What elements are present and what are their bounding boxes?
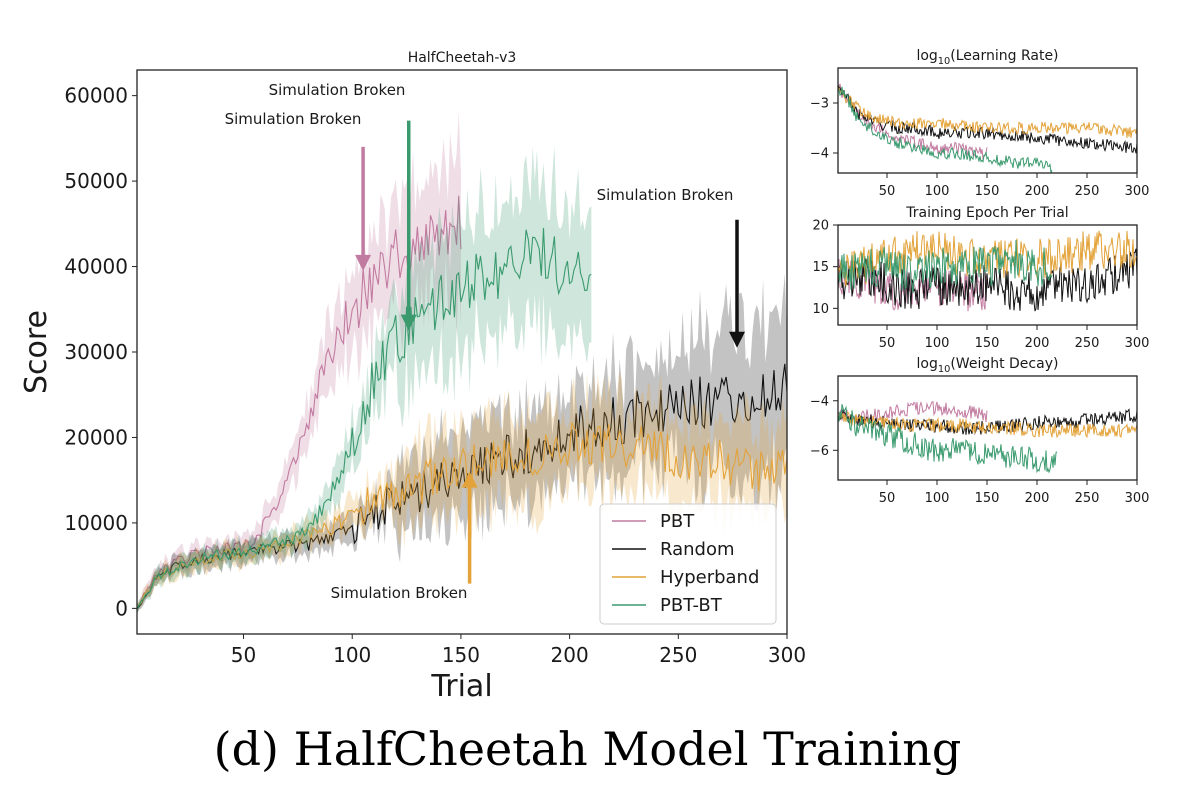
series-line-pbt-bt	[838, 86, 1053, 173]
series-line-hyperband	[137, 422, 787, 610]
y-tick-label: −4	[810, 394, 829, 409]
x-tick-label: 100	[333, 643, 371, 667]
annotation-arrowhead-hyperband	[461, 471, 478, 488]
y-tick-label: 0	[115, 596, 128, 620]
x-tick-label: 300	[1125, 491, 1150, 506]
x-tick-label: 50	[231, 643, 256, 667]
x-tick-label: 150	[975, 491, 1000, 506]
x-tick-label: 200	[1025, 491, 1050, 506]
y-tick-label: 10	[812, 302, 829, 317]
legend: PBT Random Hyperband PBT-BT	[599, 503, 777, 625]
legend-label-hyperband: Hyperband	[660, 567, 759, 588]
series-line-hyperband	[838, 86, 1137, 138]
series-line-hyperband	[838, 411, 1137, 439]
series-line-pbt-bt	[838, 404, 1058, 474]
x-tick-label: 100	[925, 491, 950, 506]
x-tick-label: 250	[659, 643, 697, 667]
annotation-label-random: Simulation Broken	[597, 186, 734, 204]
x-tick-label: 250	[1075, 184, 1100, 199]
annotation-arrowhead-pbt-bt	[400, 314, 417, 331]
chart-title: Training Epoch Per Trial	[905, 205, 1068, 221]
annotation-label-pbt: Simulation Broken	[225, 110, 362, 128]
chart-title-subscript: 10	[938, 364, 950, 375]
series-line-random	[838, 248, 1137, 312]
chart-title-subscript: 10	[938, 56, 950, 67]
series-line-pbt	[838, 400, 988, 424]
x-tick-label: 50	[879, 184, 896, 199]
main-chart: 50 100 150 200 250 300 0 10000 20000 30000 40000 50…	[19, 50, 806, 704]
legend-box	[599, 503, 777, 625]
x-tick-label: 200	[551, 643, 589, 667]
y-tick-label: −3	[810, 97, 829, 112]
annotation-arrowhead-random	[729, 331, 745, 348]
x-tick-label: 50	[879, 491, 896, 506]
x-tick-label: 100	[925, 184, 950, 199]
series-line-pbt-bt	[137, 227, 592, 610]
series-line-pbt-bt	[838, 239, 1053, 294]
x-tick-label: 100	[925, 336, 950, 351]
x-axis-label: Trial	[430, 669, 492, 704]
annotation-arrowhead-pbt	[355, 254, 372, 271]
x-tick-label: 200	[1025, 184, 1050, 199]
y-tick-label: 15	[812, 260, 829, 275]
series-group	[838, 230, 1137, 312]
y-tick-label: 40000	[64, 255, 128, 279]
legend-label-pbt-bt: PBT-BT	[660, 595, 723, 616]
x-tick-label: 250	[1075, 491, 1100, 506]
x-tick-label: 150	[442, 643, 480, 667]
x-tick-label: 300	[1125, 184, 1150, 199]
x-tick-label: 200	[1025, 336, 1050, 351]
chart-title-rest: (Learning Rate)	[950, 48, 1058, 64]
y-tick-label: −4	[810, 147, 829, 162]
y-tick-label: 60000	[64, 84, 128, 108]
training-epoch-chart: 50 100 150 200 250 300 10 15 20 Training Epoch Pe…	[812, 205, 1149, 351]
x-tick-label: 250	[1075, 336, 1100, 351]
series-line-pbt	[137, 195, 462, 610]
chart-title-base: log	[917, 356, 938, 372]
series-line-random	[838, 85, 1137, 154]
x-tick-label: 150	[975, 336, 1000, 351]
legend-label-pbt: PBT	[660, 511, 695, 532]
series-band-random	[137, 273, 787, 614]
x-tick-label: 300	[768, 643, 806, 667]
y-tick-label: −6	[810, 444, 829, 459]
series-group	[838, 83, 1137, 173]
series-line-pbt	[838, 83, 988, 161]
figure-caption: (d) HalfCheetah Model Training	[213, 722, 962, 776]
series-band-hyperband	[137, 370, 787, 614]
legend-label-random: Random	[660, 539, 735, 560]
chart-title-rest: (Weight Decay)	[950, 356, 1058, 372]
annotation-label-pbt-bt: Simulation Broken	[269, 81, 406, 99]
y-tick-label: 50000	[64, 169, 128, 193]
series-band-pbt	[137, 111, 461, 612]
chart-title: log10(Weight Decay)	[917, 356, 1059, 375]
learning-rate-chart: 50 100 150 200 250 300 −3 −4 log10(Learning Rate…	[810, 48, 1150, 199]
annotation-label-hyperband: Simulation Broken	[331, 584, 468, 602]
chart-title-base: log	[916, 48, 937, 64]
y-tick-label: 10000	[64, 511, 128, 535]
y-tick-label: 20000	[64, 425, 128, 449]
weight-decay-chart: 50 100 150 200 250 300 −4 −6 log10(Weight Decay)	[810, 356, 1150, 506]
x-tick-label: 150	[975, 184, 1000, 199]
series-group	[838, 400, 1137, 474]
annotations: Simulation Broken Simulation Broken Simula…	[225, 81, 745, 602]
series-group	[137, 111, 787, 614]
x-tick-label: 50	[879, 336, 896, 351]
x-tick-label: 300	[1125, 336, 1150, 351]
y-axis-label: Score	[19, 310, 54, 394]
chart-title: log10(Learning Rate)	[916, 48, 1058, 67]
chart-title: HalfCheetah-v3	[408, 50, 517, 66]
y-tick-label: 30000	[64, 340, 128, 364]
y-tick-label: 20	[812, 219, 829, 234]
